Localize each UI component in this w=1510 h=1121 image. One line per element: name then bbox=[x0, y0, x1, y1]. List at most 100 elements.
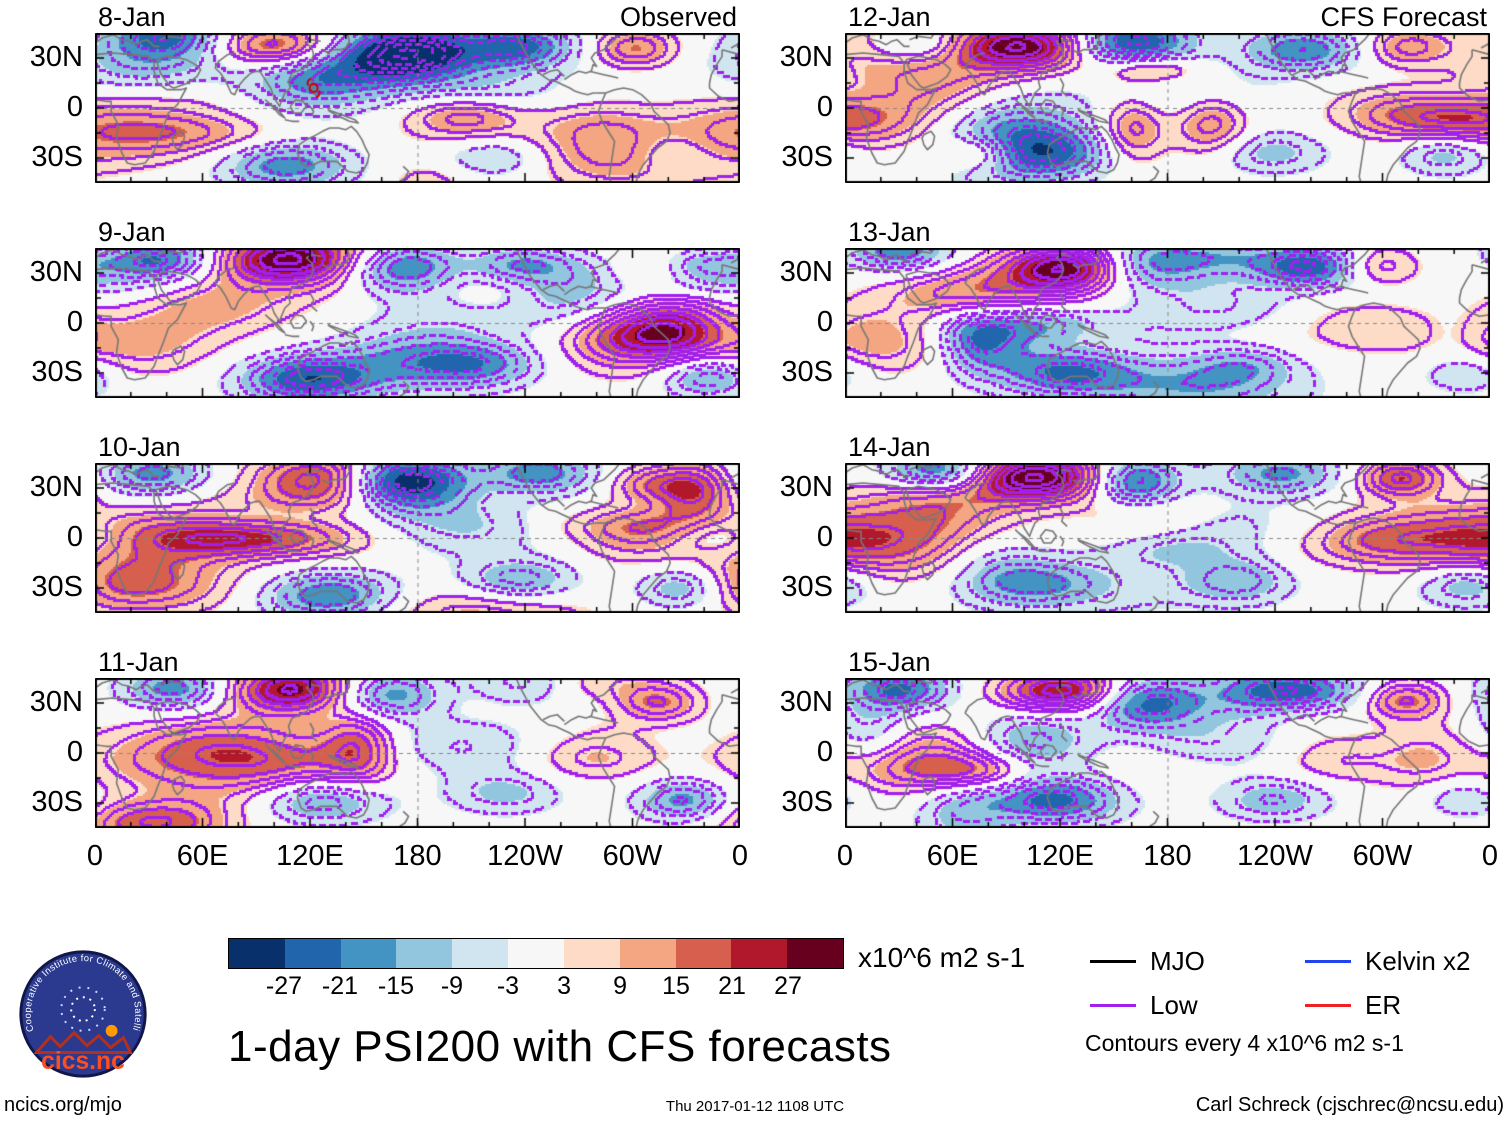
colorbar-tick-label: -27 bbox=[265, 972, 303, 1000]
x-tick-label: 0 bbox=[731, 840, 749, 872]
column-title-cfs-forecast: CFS Forecast bbox=[1320, 2, 1487, 32]
panel-header: 11-Jan bbox=[95, 647, 740, 678]
map-canvas bbox=[845, 248, 1490, 398]
colorbar-tick-label: -3 bbox=[496, 972, 520, 1000]
y-axis-labels: 30N 0 30S bbox=[752, 678, 845, 828]
x-tick-label: 120W bbox=[1237, 840, 1313, 872]
colorbar-segment bbox=[340, 939, 397, 968]
x-tick-label: 60E bbox=[176, 840, 229, 872]
panel-header: 12-Jan CFS Forecast bbox=[845, 2, 1490, 33]
panel-header: 8-Jan Observed bbox=[95, 2, 740, 33]
y-axis-labels: 30N 0 30S bbox=[752, 33, 845, 183]
panel-date: 15-Jan bbox=[848, 647, 931, 677]
y-tick-label: 30S bbox=[31, 355, 83, 388]
y-tick-label: 30S bbox=[781, 140, 833, 173]
kelvin-line bbox=[1305, 960, 1351, 963]
mjo-line bbox=[1090, 960, 1136, 963]
colorbar-segment bbox=[229, 939, 285, 968]
logo-sun bbox=[105, 1024, 118, 1037]
y-axis-labels: 30N 0 30S bbox=[752, 248, 845, 398]
legend-item-low: Low bbox=[1090, 990, 1198, 1021]
x-axis-labels-right: 0 60E 120E 180 120W 60W 0 bbox=[837, 836, 1498, 874]
panel-10jan: 10-Jan 30N 0 30S bbox=[2, 432, 742, 613]
panel-body: 30N 0 30S bbox=[752, 678, 1492, 828]
panel-body: 30N 0 30S bbox=[2, 33, 742, 183]
colorbar-segment bbox=[284, 939, 341, 968]
panel-8jan: 8-Jan Observed 30N 0 30S bbox=[2, 2, 742, 183]
colorbar-segment bbox=[563, 939, 620, 968]
panel-header: 15-Jan bbox=[845, 647, 1490, 678]
y-axis-labels: 30N 0 30S bbox=[2, 33, 95, 183]
map-canvas bbox=[95, 678, 740, 828]
logo-name-text: cics.nc bbox=[41, 1048, 125, 1075]
y-tick-label: 0 bbox=[66, 735, 83, 768]
panel-13jan: 13-Jan 30N 0 30S bbox=[752, 217, 1492, 398]
colorbar-tick-label: 21 bbox=[718, 972, 746, 1000]
x-tick-label: 120E bbox=[276, 840, 344, 872]
colorbar bbox=[228, 938, 844, 969]
map-canvas bbox=[95, 463, 740, 613]
legend-label: ER bbox=[1365, 990, 1402, 1020]
legend-item-mjo: MJO bbox=[1090, 946, 1205, 977]
y-tick-label: 30S bbox=[781, 570, 833, 603]
cics-logo: Cooperative Institute for Climate and Sa… bbox=[6, 932, 160, 1088]
y-tick-label: 30S bbox=[781, 355, 833, 388]
y-tick-label: 30N bbox=[29, 40, 83, 73]
panel-date: 8-Jan bbox=[98, 2, 166, 32]
low-line bbox=[1090, 1004, 1136, 1007]
legend-label: MJO bbox=[1150, 946, 1205, 976]
legend-label: Kelvin x2 bbox=[1365, 946, 1471, 976]
footer-url: ncics.org/mjo bbox=[4, 1094, 122, 1116]
figure-title: 1-day PSI200 with CFS forecasts bbox=[228, 1022, 892, 1071]
cics-logo-svg: Cooperative Institute for Climate and Sa… bbox=[6, 932, 147, 1078]
x-tick-label: 0 bbox=[86, 840, 104, 872]
map-canvas bbox=[845, 678, 1490, 828]
y-tick-label: 0 bbox=[816, 305, 833, 338]
colorbar-unit-label: x10^6 m2 s-1 bbox=[858, 942, 1026, 973]
y-tick-label: 30N bbox=[29, 685, 83, 718]
y-axis-labels: 30N 0 30S bbox=[2, 678, 95, 828]
colorbar-tick-label: 27 bbox=[774, 972, 802, 1000]
y-tick-label: 30N bbox=[779, 685, 833, 718]
colorbar-segment bbox=[452, 939, 509, 968]
colorbar-segment bbox=[787, 939, 843, 968]
panel-11jan: 11-Jan 30N 0 30S bbox=[2, 647, 742, 828]
y-tick-label: 30N bbox=[29, 470, 83, 503]
panel-14jan: 14-Jan 30N 0 30S bbox=[752, 432, 1492, 613]
y-tick-label: 30S bbox=[31, 140, 83, 173]
column-title-observed: Observed bbox=[619, 2, 737, 32]
y-tick-label: 0 bbox=[816, 735, 833, 768]
y-tick-label: 0 bbox=[66, 305, 83, 338]
panel-date: 9-Jan bbox=[98, 217, 166, 247]
y-axis-labels: 30N 0 30S bbox=[752, 463, 845, 613]
x-tick-label: 120W bbox=[487, 840, 563, 872]
footer-author: Carl Schreck (cjschrec@ncsu.edu) bbox=[1195, 1094, 1504, 1116]
panel-body: 30N 0 30S bbox=[2, 463, 742, 613]
panel-date: 11-Jan bbox=[98, 647, 179, 677]
colorbar-tick-label: 15 bbox=[662, 972, 690, 1000]
panel-date: 13-Jan bbox=[848, 217, 931, 247]
legend-item-kelvin: Kelvin x2 bbox=[1305, 946, 1471, 977]
x-tick-label: 60W bbox=[1352, 840, 1413, 872]
y-tick-label: 0 bbox=[66, 90, 83, 123]
colorbar-segment bbox=[619, 939, 676, 968]
panel-date: 14-Jan bbox=[848, 432, 931, 462]
x-tick-label: 180 bbox=[393, 840, 442, 872]
er-line bbox=[1305, 1004, 1351, 1007]
panel-body: 30N 0 30S bbox=[2, 678, 742, 828]
panel-15jan: 15-Jan 30N 0 30S bbox=[752, 647, 1492, 828]
panel-12jan: 12-Jan CFS Forecast 30N 0 30S bbox=[752, 2, 1492, 183]
y-tick-label: 30N bbox=[779, 255, 833, 288]
panel-body: 30N 0 30S bbox=[752, 33, 1492, 183]
colorbar-segment bbox=[396, 939, 453, 968]
legend-item-er: ER bbox=[1305, 990, 1401, 1021]
y-tick-label: 30S bbox=[31, 570, 83, 603]
panel-body: 30N 0 30S bbox=[752, 248, 1492, 398]
colorbar-tick-label: 3 bbox=[557, 972, 571, 1000]
panel-body: 30N 0 30S bbox=[2, 248, 742, 398]
panel-date: 10-Jan bbox=[98, 432, 181, 462]
y-tick-label: 30N bbox=[29, 255, 83, 288]
map-canvas bbox=[95, 248, 740, 398]
panel-header: 14-Jan bbox=[845, 432, 1490, 463]
